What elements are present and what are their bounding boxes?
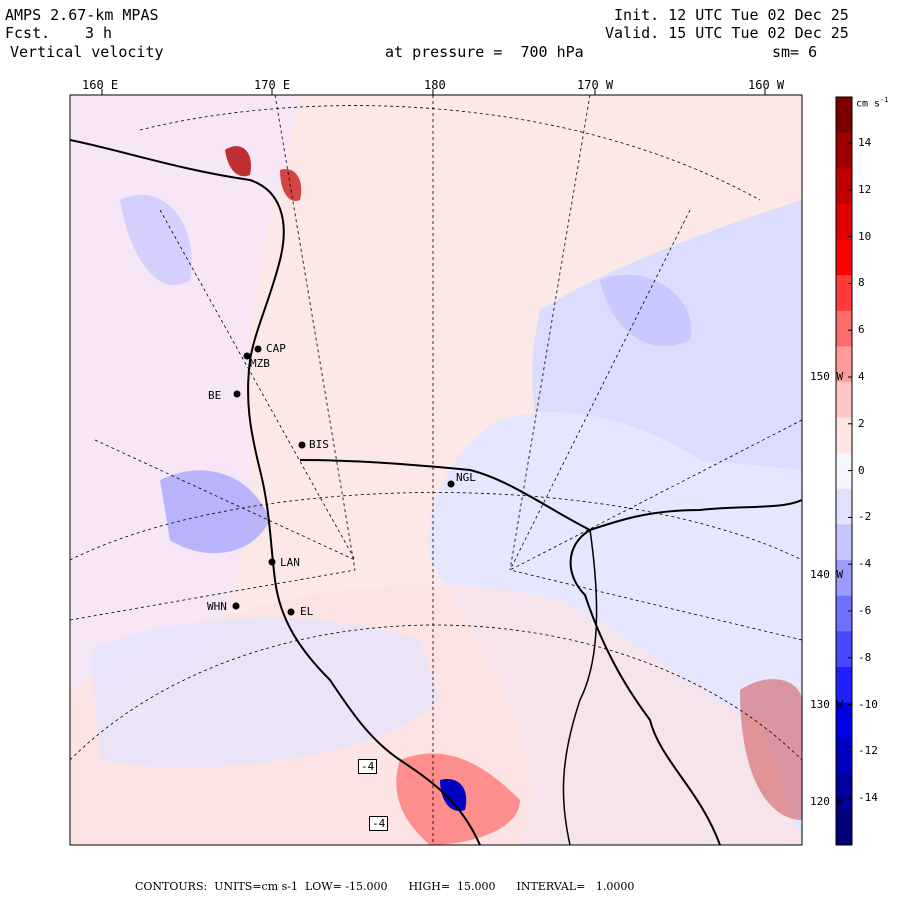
colorbar-tick-label: 8 xyxy=(858,276,865,290)
contour-label-box: -4 xyxy=(369,816,389,831)
station-label: CAP xyxy=(266,342,286,355)
colorbar-swatch xyxy=(836,488,852,525)
station-label: LAN xyxy=(280,556,300,569)
model-title: AMPS 2.67-km MPAS xyxy=(5,6,159,24)
lat-label: 150 W xyxy=(810,370,844,383)
colorbar-tick-label: 4 xyxy=(858,370,865,383)
colorbar-swatch xyxy=(836,417,852,454)
station-label: BIS xyxy=(309,438,329,451)
colorbar-swatch xyxy=(836,132,852,169)
colorbar-tick-label: -14 xyxy=(858,791,878,805)
colorbar-tick-label: -10 xyxy=(858,697,878,711)
colorbar-swatch xyxy=(836,310,852,347)
colorbar-swatch xyxy=(836,168,852,205)
lon-label: 160 E xyxy=(82,78,119,92)
colorbar-swatch xyxy=(836,773,852,810)
station-label: BE xyxy=(208,389,222,402)
colorbar-tick-label: 2 xyxy=(858,416,865,430)
colorbar-units: cm s-1 xyxy=(856,96,889,110)
colorbar-tick-label: 12 xyxy=(858,182,872,196)
valid-time: Valid. 15 UTC Tue 02 Dec 25 xyxy=(605,24,849,42)
colorbar-tick-label: -2 xyxy=(858,510,872,524)
colorbar-tick-label: -12 xyxy=(858,744,878,758)
colorbar-tick-label: 14 xyxy=(858,136,872,149)
pressure-level: at pressure = 700 hPa xyxy=(385,43,584,61)
colorbar-swatch xyxy=(836,97,852,134)
map-field xyxy=(70,95,802,845)
field-name: Vertical velocity xyxy=(10,43,164,61)
colorbar-swatch xyxy=(836,738,852,775)
colorbar-tick-label: -8 xyxy=(858,650,872,664)
colorbar xyxy=(835,96,853,846)
colorbar-swatch xyxy=(836,560,852,597)
colorbar-swatch xyxy=(836,524,852,561)
lat-label: 140 W xyxy=(810,568,844,581)
colorbar-swatch xyxy=(836,381,852,419)
contour-info: CONTOURS: UNITS=cm s-1 LOW= -15.000 HIGH… xyxy=(135,880,635,893)
lon-label: 160 W xyxy=(748,78,785,92)
colorbar-swatch xyxy=(836,453,852,490)
colorbar-swatch xyxy=(836,346,852,383)
colorbar-tick-label: -6 xyxy=(858,604,872,617)
station-label: EL xyxy=(300,605,314,618)
colorbar-tick-label: -4 xyxy=(858,557,872,571)
lat-label: 120 W xyxy=(810,795,844,808)
colorbar-swatch xyxy=(836,239,852,276)
colorbar-tick-label: 10 xyxy=(858,229,872,243)
colorbar-swatch xyxy=(836,702,852,739)
lat-label: 130 W xyxy=(810,698,844,711)
contour-label-box: -4 xyxy=(358,759,378,774)
forecast-value: 3 h xyxy=(85,24,113,42)
lon-label: 170 E xyxy=(254,78,291,92)
init-time: Init. 12 UTC Tue 02 Dec 25 xyxy=(614,6,849,24)
colorbar-swatch xyxy=(836,595,852,632)
colorbar-swatch xyxy=(836,275,852,312)
smoothing: sm= 6 xyxy=(772,43,818,61)
colorbar-tick-label: 0 xyxy=(858,463,865,477)
colorbar-swatch xyxy=(836,809,852,846)
station-label: WHN xyxy=(207,600,227,613)
forecast-label: Fcst. xyxy=(5,24,51,42)
colorbar-swatch xyxy=(836,666,852,704)
station-label: MZB xyxy=(250,357,270,370)
lon-label: 170 W xyxy=(577,78,614,92)
colorbar-swatch xyxy=(836,203,852,240)
lon-label: 180 xyxy=(424,78,446,92)
colorbar-tick-label: 6 xyxy=(858,323,865,337)
colorbar-swatch xyxy=(836,631,852,668)
station-label: NGL xyxy=(456,471,476,484)
